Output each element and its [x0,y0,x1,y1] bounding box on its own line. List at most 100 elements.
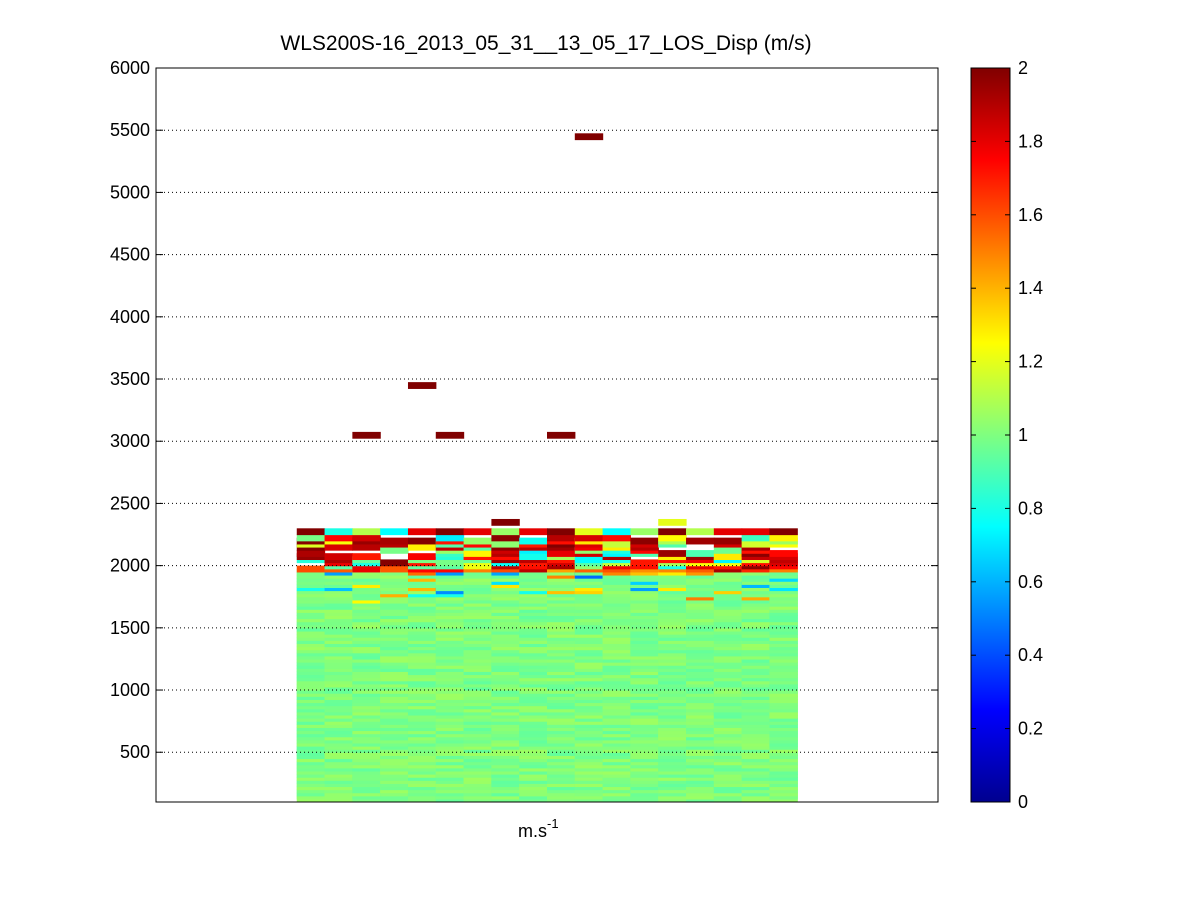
heatmap-cell-top [491,528,520,536]
heatmap-cell-top [574,528,604,536]
heatmap-cell-top [519,528,548,536]
colorbar-tick-label: 1 [1018,425,1028,445]
heatmap-cell [630,537,659,545]
heatmap-cell [435,559,465,567]
heatmap-cell-top [380,528,409,536]
heatmap-cell-top [630,528,659,536]
heatmap-cell [463,537,492,545]
heatmap-cell [769,550,798,557]
heatmap-cell [713,537,743,545]
heatmap-cell-sparse [352,431,381,439]
heatmap-cell [407,543,437,551]
heatmap-cell [407,537,437,545]
chart-title: WLS200S-16_2013_05_31__13_05_17_LOS_Disp… [280,32,811,55]
heatmap-cell [686,537,715,545]
y-tick-label: 3500 [110,369,150,389]
heatmap-cell-sparse [547,431,576,439]
colorbar-tick-label: 0.2 [1018,719,1043,739]
y-tick-label: 3000 [110,431,150,451]
colorbar-ticks: 0 0.2 0.4 0.6 0.8 1 1.2 1.4 1.6 1.8 2 [971,58,1043,812]
heatmap-cell-top [713,528,743,536]
heatmap-cell [713,546,743,554]
heatmap-cell [380,565,409,573]
y-tick-label: 1000 [110,680,150,700]
heatmap-cell [380,559,409,567]
heatmap-cell [686,550,715,557]
heatmap-cell-top [658,528,687,536]
heatmap-cell-top [407,528,437,536]
heatmap-cell [380,546,409,554]
heatmap-cell [491,540,520,548]
heatmap-cell-top [324,528,353,536]
heatmap-cell [463,550,492,557]
heatmap-cell-sparse [574,133,604,141]
heatmap-cell [324,543,353,551]
heatmap-cell-top [602,528,632,536]
heatmap-cell [491,534,520,542]
heatmap-cell [574,556,604,564]
heatmap-cell-top [296,528,326,536]
x-axis-label: m.s-1 [518,816,559,841]
heatmap-cell [602,534,632,542]
heatmap-cell-sparse [407,382,437,389]
heatmap-cell [324,534,353,542]
heatmap-cell [713,553,743,561]
heatmap-cell-top [741,528,771,536]
heatmap-cell [352,553,381,561]
colorbar-tick-label: 0.8 [1018,498,1043,518]
colorbar-tick-label: 0.6 [1018,572,1043,592]
heatmap-cell-top [463,528,492,536]
heatmap-cell [352,543,381,551]
y-axis-ticks: 500 1000 1500 2000 2500 3000 3500 4000 4500 5000 5… [110,58,938,762]
heatmap-cell [741,534,771,542]
heatmap-cell-top [352,528,381,536]
heatmap-cell [602,540,632,548]
heatmap-cell [352,534,381,542]
x-axis-label-base: m.s [518,821,547,841]
y-tick-label: 500 [120,742,150,762]
heatmap-cell [574,534,604,542]
colorbar-tick-label: 1.6 [1018,205,1043,225]
colorbar-tick-label: 0.4 [1018,645,1043,665]
heatmap-cell [296,534,326,542]
y-tick-label: 4000 [110,307,150,327]
heatmap-cell [324,553,353,561]
heatmap-cell [658,534,687,542]
heatmap-cell [547,534,576,542]
heatmap-cell-top [435,528,465,536]
colorbar-tick-label: 1.2 [1018,352,1043,372]
heatmap-cells [296,133,798,802]
heatmap-cell [769,534,798,542]
heatmap-cell [741,540,771,548]
heatmap-cell [630,559,659,567]
heatmap-cell [352,565,381,573]
y-tick-label: 6000 [110,58,150,78]
heatmap-cell [463,562,492,570]
colorbar-tick-label: 0 [1018,792,1028,812]
colorbar-tick-label: 2 [1018,58,1028,78]
y-tick-label: 1500 [110,618,150,638]
heatmap-cell-top [769,528,798,536]
heatmap-cell [519,553,548,561]
heatmap-cell [380,537,409,545]
heatmap-cell [658,550,687,557]
x-axis-label-exponent: -1 [547,816,559,831]
heatmap-cell [547,550,576,557]
heatmap-cell [296,550,326,557]
heatmap-cell-top [686,528,715,536]
y-tick-label: 5500 [110,120,150,140]
heatmap-cell [296,565,326,573]
y-tick-label: 2500 [110,493,150,513]
heatmap-cell [435,534,465,542]
y-tick-label: 5000 [110,182,150,202]
colorbar-tick-label: 1.8 [1018,131,1043,151]
heatmap-cell [407,553,437,561]
heatmap-cell-top [547,528,576,536]
y-tick-label: 4500 [110,245,150,265]
heatmap-cell-sparse [491,518,520,526]
heatmap-cell-sparse [658,518,687,526]
plot-frame [155,67,939,803]
colorbar [970,67,1011,803]
heatmap-cell [519,537,548,545]
